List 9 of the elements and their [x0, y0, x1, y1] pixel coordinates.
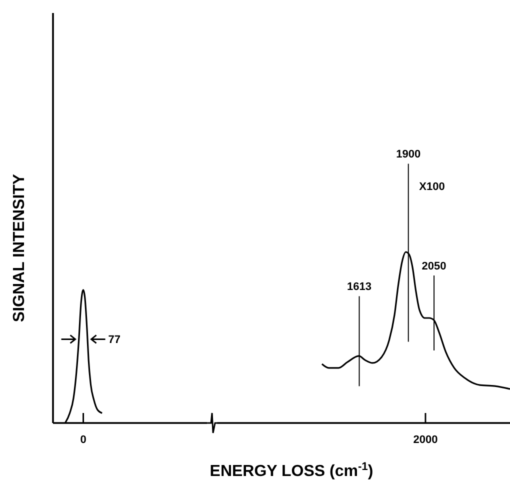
y-axis-title: SIGNAL INTENSITY	[11, 174, 28, 322]
ref-line-label: 1900	[396, 148, 421, 161]
x-axis-title: ENERGY LOSS (cm$^{-1}$)	[210, 461, 374, 480]
ref-line-label: 2050	[422, 260, 446, 272]
ref-line-label: 1613	[347, 281, 372, 294]
x-tick-label: 2000	[413, 434, 438, 446]
annotation: 77	[108, 334, 121, 346]
x-tick-label: 0	[80, 434, 86, 446]
text: X100	[419, 181, 445, 193]
